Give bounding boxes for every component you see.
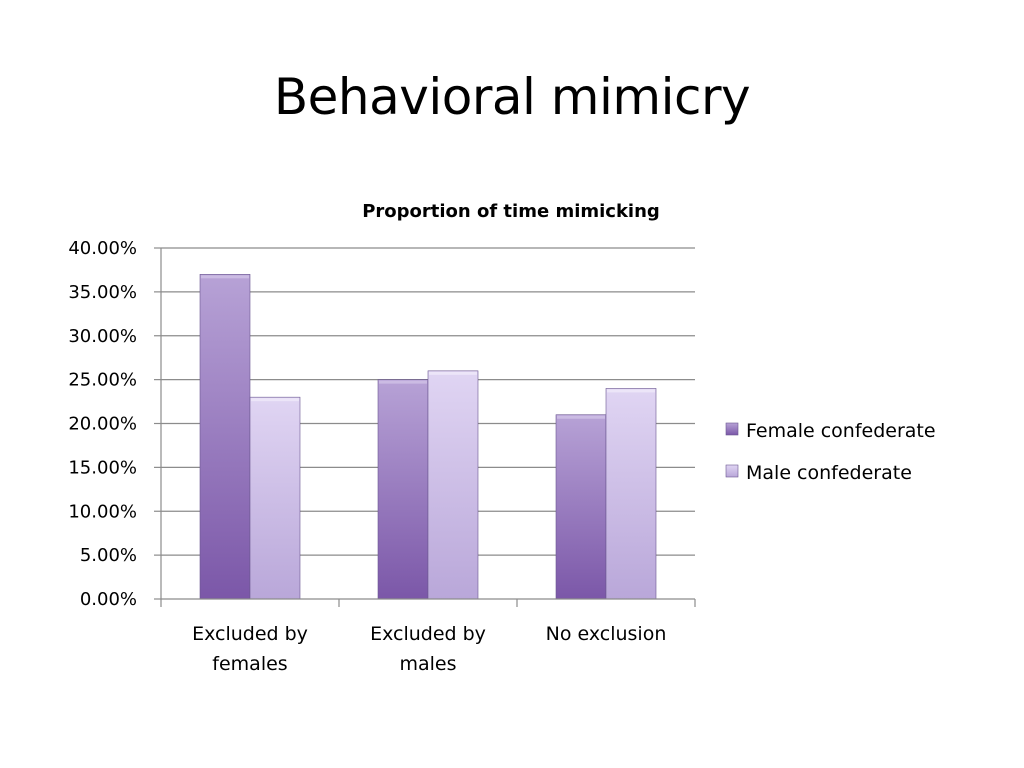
- category-label: No exclusion: [546, 623, 667, 645]
- bar-female-0: [199, 274, 251, 600]
- bar-female-2: [555, 414, 607, 600]
- y-tick-label: 30.00%: [68, 326, 137, 347]
- y-tick-label: 25.00%: [68, 370, 137, 391]
- legend-swatch-male: [725, 464, 739, 478]
- bar-male-1: [427, 370, 479, 600]
- bar-top-highlight: [201, 275, 249, 279]
- y-tick-label: 20.00%: [68, 414, 137, 435]
- axes: [154, 247, 696, 607]
- slide-title: Behavioral mimicry: [273, 68, 751, 126]
- bar-top-highlight: [251, 398, 299, 402]
- legend-swatch-female: [725, 422, 739, 436]
- category-label: Excluded by: [370, 623, 486, 645]
- category-label: males: [399, 653, 456, 675]
- y-axis-ticks: 40.00% 35.00% 30.00% 25.00% 20.00% 15.00% 10.0…: [68, 238, 137, 610]
- legend-label: Female confederate: [746, 420, 936, 442]
- bars: [199, 274, 657, 600]
- y-tick-label: 0.00%: [80, 589, 137, 610]
- y-tick-label: 35.00%: [68, 282, 137, 303]
- category-label: Excluded by: [192, 623, 308, 645]
- bar-male-0: [249, 396, 301, 600]
- bar-top-highlight: [607, 389, 655, 393]
- legend-label: Male confederate: [746, 462, 912, 484]
- category-label: females: [212, 653, 287, 675]
- chart-title: Proportion of time mimicking: [362, 201, 660, 222]
- y-tick-label: 40.00%: [68, 238, 137, 259]
- bar-top-highlight: [429, 371, 477, 375]
- y-tick-label: 5.00%: [80, 545, 137, 566]
- bar-female-1: [377, 379, 429, 600]
- x-axis-labels: Excluded by females Excluded by males No exc…: [192, 623, 666, 675]
- legend: Female confederate Male confederate: [725, 420, 936, 484]
- bar-male-2: [605, 388, 657, 600]
- bar-top-highlight: [557, 415, 605, 419]
- bar-top-highlight: [379, 380, 427, 384]
- y-tick-label: 15.00%: [68, 457, 137, 478]
- y-tick-label: 10.00%: [68, 501, 137, 522]
